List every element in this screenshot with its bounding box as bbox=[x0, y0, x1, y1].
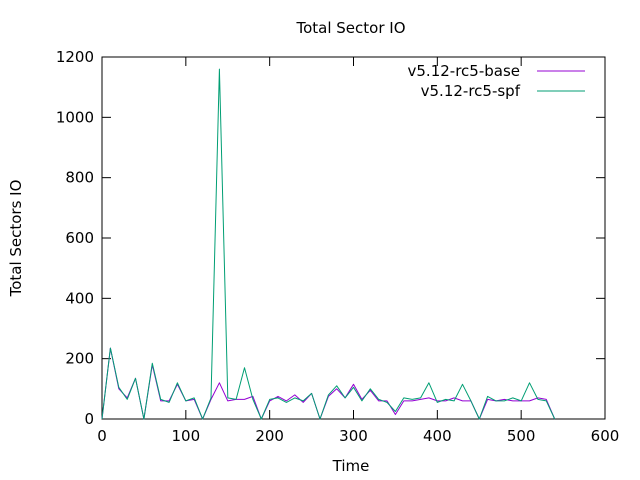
y-tick-label: 200 bbox=[65, 350, 94, 368]
legend-label: v5.12-rc5-base bbox=[408, 62, 521, 80]
x-tick-label: 100 bbox=[172, 427, 201, 445]
x-axis: 0 100 200 300 400 500 600 bbox=[97, 57, 619, 445]
chart-title: Total Sector IO bbox=[295, 19, 405, 37]
y-tick-label: 400 bbox=[65, 289, 94, 307]
x-tick-label: 300 bbox=[339, 427, 368, 445]
series-line-v5.12-rc5-base bbox=[101, 347, 556, 420]
series-line-v5.12-rc5-spf bbox=[101, 68, 556, 420]
legend-label: v5.12-rc5-spf bbox=[421, 82, 521, 100]
legend: v5.12-rc5-base v5.12-rc5-spf bbox=[408, 62, 585, 100]
y-tick-label: 1000 bbox=[56, 108, 94, 126]
x-tick-label: 200 bbox=[255, 427, 284, 445]
series-group bbox=[101, 68, 556, 420]
y-axis: 0 200 400 600 800 1000 1200 bbox=[56, 48, 605, 428]
x-tick-label: 0 bbox=[97, 427, 107, 445]
plot-frame bbox=[101, 56, 606, 420]
x-tick-label: 400 bbox=[423, 427, 452, 445]
y-axis-label: Total Sectors IO bbox=[7, 180, 25, 298]
y-tick-label: 1200 bbox=[56, 48, 94, 66]
x-axis-label: Time bbox=[332, 457, 370, 475]
y-tick-label: 800 bbox=[65, 169, 94, 187]
y-tick-label: 600 bbox=[65, 229, 94, 247]
x-tick-label: 500 bbox=[507, 427, 536, 445]
y-tick-label: 0 bbox=[84, 410, 94, 428]
x-tick-label: 600 bbox=[591, 427, 620, 445]
plot-border bbox=[101, 56, 606, 420]
